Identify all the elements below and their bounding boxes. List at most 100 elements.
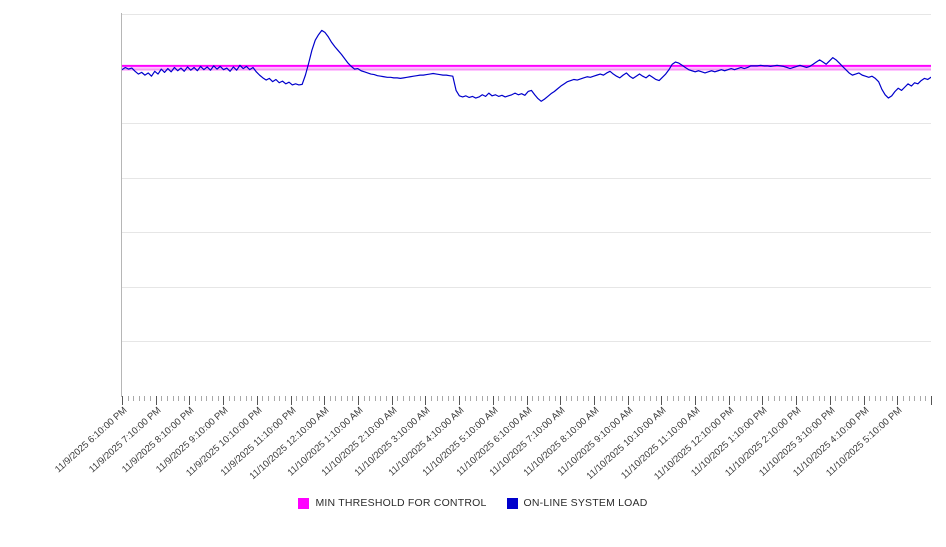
x-axis-minor-tick (768, 396, 770, 401)
x-axis-minor-tick (537, 396, 539, 401)
x-axis-minor-tick (228, 396, 230, 401)
x-axis-minor-tick (509, 396, 511, 401)
x-axis-minor-tick (127, 396, 129, 401)
x-axis-minor-tick (756, 396, 758, 401)
x-axis-minor-tick (144, 396, 146, 401)
x-axis-minor-tick (739, 396, 741, 401)
x-axis-minor-tick (841, 396, 843, 401)
x-axis-minor-tick (436, 396, 438, 401)
x-axis-minor-tick (307, 396, 309, 401)
x-axis-minor-tick (133, 396, 135, 401)
x-axis-major-tick (897, 396, 899, 405)
x-axis-minor-tick (616, 396, 618, 401)
x-axis-major-tick (526, 396, 528, 405)
x-axis-minor-tick (869, 396, 871, 401)
x-axis-minor-tick (475, 396, 477, 401)
x-axis-minor-tick (633, 396, 635, 401)
x-axis-major-tick (627, 396, 629, 405)
x-axis-minor-tick (751, 396, 753, 401)
x-axis-minor-tick (588, 396, 590, 401)
legend-item[interactable]: MIN THRESHOLD FOR CONTROL (298, 497, 486, 509)
x-axis-major-tick (425, 396, 427, 405)
x-axis-minor-tick (689, 396, 691, 401)
x-axis-major-tick (256, 396, 258, 405)
x-axis-minor-tick (161, 396, 163, 401)
x-axis-minor-tick (886, 396, 888, 401)
x-axis-minor-tick (852, 396, 854, 401)
x-axis-minor-tick (442, 396, 444, 401)
x-axis-minor-tick (301, 396, 303, 401)
x-axis-major-tick (762, 396, 764, 405)
x-axis-minor-tick (386, 396, 388, 401)
x-axis-minor-tick (571, 396, 573, 401)
x-axis-minor-tick (369, 396, 371, 401)
x-axis-minor-tick (341, 396, 343, 401)
x-axis-minor-tick (723, 396, 725, 401)
plot-area (122, 14, 931, 396)
x-axis-minor-tick (397, 396, 399, 401)
x-axis-minor-tick (902, 396, 904, 401)
x-axis-major-tick (459, 396, 461, 405)
x-axis-major-tick (661, 396, 663, 405)
x-axis-minor-tick (638, 396, 640, 401)
x-axis-minor-tick (335, 396, 337, 401)
x-axis-minor-tick (717, 396, 719, 401)
x-axis-minor-tick (801, 396, 803, 401)
legend-label: MIN THRESHOLD FOR CONTROL (315, 497, 487, 509)
x-axis-minor-tick (846, 396, 848, 401)
x-axis-minor-tick (711, 396, 713, 401)
x-axis-minor-tick (835, 396, 837, 401)
x-axis-minor-tick (329, 396, 331, 401)
x-axis-minor-tick (779, 396, 781, 401)
x-axis-labels: 11/9/2025 6:10:00 PM 11/9/2025 7:10:00 PM… (0, 405, 946, 485)
x-axis-minor-tick (582, 396, 584, 401)
x-axis-minor-tick (374, 396, 376, 401)
x-axis-minor-tick (470, 396, 472, 401)
series-line-online-system-load (122, 29, 931, 102)
x-axis-minor-tick (414, 396, 416, 401)
x-axis-minor-tick (172, 396, 174, 401)
x-axis-minor-tick (352, 396, 354, 401)
x-axis-minor-tick (857, 396, 859, 401)
x-axis-minor-tick (610, 396, 612, 401)
x-axis-minor-tick (251, 396, 253, 401)
x-axis-major-tick (560, 396, 562, 405)
x-axis-ticks (122, 396, 932, 405)
x-axis-minor-tick (548, 396, 550, 401)
x-axis-major-tick (931, 396, 932, 405)
x-axis-minor-tick (678, 396, 680, 401)
x-axis-minor-tick (908, 396, 910, 401)
x-axis-minor-tick (487, 396, 489, 401)
x-axis-minor-tick (200, 396, 202, 401)
x-axis-minor-tick (346, 396, 348, 401)
x-axis-minor-tick (464, 396, 466, 401)
x-axis-minor-tick (734, 396, 736, 401)
chart-page: 11/9/2025 6:10:00 PM 11/9/2025 7:10:00 PM… (0, 13, 946, 509)
x-axis-minor-tick (813, 396, 815, 401)
legend-item[interactable]: ON-LINE SYSTEM LOAD (506, 497, 648, 509)
x-axis-major-tick (290, 396, 292, 405)
x-axis-major-tick (593, 396, 595, 405)
x-axis-major-tick (391, 396, 393, 405)
x-axis-minor-tick (891, 396, 893, 401)
x-axis-minor-tick (914, 396, 916, 401)
x-axis-minor-tick (447, 396, 449, 401)
x-axis-minor-tick (296, 396, 298, 401)
x-axis-minor-tick (234, 396, 236, 401)
x-axis-major-tick (829, 396, 831, 405)
x-axis-minor-tick (824, 396, 826, 401)
x-axis-major-tick (796, 396, 798, 405)
x-axis-minor-tick (498, 396, 500, 401)
x-axis-minor-tick (419, 396, 421, 401)
x-axis-minor-tick (773, 396, 775, 401)
x-axis-minor-tick (138, 396, 140, 401)
x-axis-minor-tick (211, 396, 213, 401)
x-axis-major-tick (695, 396, 697, 405)
x-axis-major-tick (357, 396, 359, 405)
x-axis-minor-tick (279, 396, 281, 401)
x-axis-minor-tick (605, 396, 607, 401)
legend-label: ON-LINE SYSTEM LOAD (523, 497, 648, 509)
x-axis-minor-tick (262, 396, 264, 401)
x-axis-minor-tick (284, 396, 286, 401)
x-axis-minor-tick (655, 396, 657, 401)
